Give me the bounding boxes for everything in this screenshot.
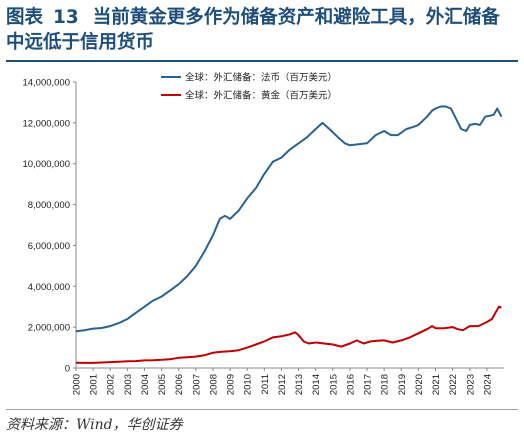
y-tick-label: 2,000,000 <box>28 323 70 334</box>
x-tick-labels: 2000 2001 2002 2003 2004 2005 2006 2007 2008 2009… <box>72 368 493 395</box>
figure-title: 图表 13 当前黄金更多作为储备资产和避险工具，外汇储备中远低于信用货币 <box>6 5 518 55</box>
x-tick-label: 2005 <box>157 374 168 395</box>
y-tick-label: 12,000,000 <box>22 118 70 129</box>
line-chart: 0 2,000,000 4,000,000 6,000,000 8,000,000 10,… <box>22 72 504 395</box>
x-tick-label: 2021 <box>431 374 442 395</box>
figure-title-text: 当前黄金更多作为储备资产和避险工具，外汇储备中远低于信用货币 <box>6 7 500 53</box>
footer-rule <box>6 409 518 410</box>
series-lines <box>75 105 503 364</box>
legend-label-fx: 全球：外汇储备：法币（百万美元） <box>185 72 337 84</box>
x-tick-label: 2004 <box>140 374 151 395</box>
series-line-fx <box>75 105 503 333</box>
x-tick-label: 2023 <box>465 374 476 395</box>
x-tick-label: 2014 <box>311 374 322 395</box>
x-tick-label: 2024 <box>482 374 493 395</box>
x-tick-label: 2008 <box>208 374 219 395</box>
y-tick-label: 0 <box>65 364 70 375</box>
y-tick-label: 6,000,000 <box>28 241 70 252</box>
y-tick-labels: 0 2,000,000 4,000,000 6,000,000 8,000,000 10,… <box>22 78 76 375</box>
x-tick-label: 2015 <box>328 374 339 395</box>
y-tick-label: 8,000,000 <box>28 200 70 211</box>
x-tick-label: 2003 <box>123 374 134 395</box>
x-tick-label: 2007 <box>191 374 202 395</box>
x-tick-label: 2017 <box>363 374 374 395</box>
x-tick-label: 2012 <box>277 374 288 395</box>
x-tick-label: 2020 <box>414 374 425 395</box>
legend: 全球：外汇储备：法币（百万美元） 全球：外汇储备：黄金（百万美元） <box>161 72 337 102</box>
figure-label: 图表 <box>6 7 44 28</box>
y-tick-label: 10,000,000 <box>22 159 70 170</box>
x-tick-label: 2006 <box>174 374 185 395</box>
title-rule <box>6 60 518 62</box>
x-tick-label: 2009 <box>226 374 237 395</box>
x-tick-label: 2019 <box>397 374 408 395</box>
figure-number: 13 <box>53 7 79 28</box>
x-tick-label: 2010 <box>243 374 254 395</box>
x-tick-label: 2016 <box>345 374 356 395</box>
x-tick-label: 2022 <box>448 374 459 395</box>
x-axis: 2000 2001 2002 2003 2004 2005 2006 2007 2008 2009… <box>72 367 504 395</box>
x-tick-label: 2013 <box>294 374 305 395</box>
y-tick-label: 4,000,000 <box>28 282 70 293</box>
y-tick-label: 14,000,000 <box>22 78 70 89</box>
x-tick-label: 2001 <box>89 374 100 395</box>
source-note: 资料来源：Wind，华创证券 <box>6 417 183 433</box>
x-tick-label: 2011 <box>260 374 271 394</box>
x-tick-label: 2000 <box>72 374 83 395</box>
x-tick-label: 2018 <box>380 374 391 395</box>
legend-label-gold: 全球：外汇储备：黄金（百万美元） <box>185 90 337 102</box>
y-axis: 0 2,000,000 4,000,000 6,000,000 8,000,000 10,… <box>22 78 77 375</box>
series-line-gold <box>75 305 502 364</box>
x-tick-label: 2002 <box>106 374 117 395</box>
